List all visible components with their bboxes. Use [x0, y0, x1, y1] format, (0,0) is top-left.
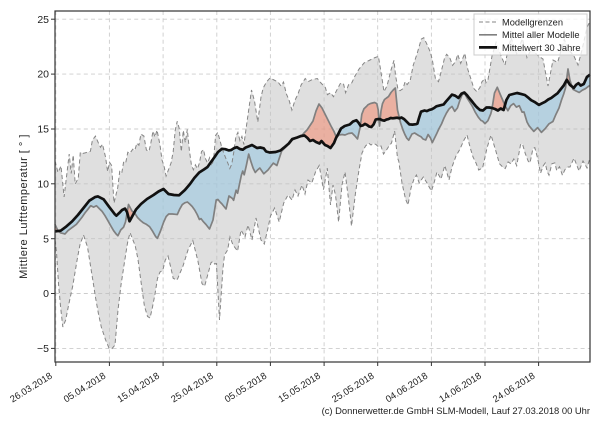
svg-text:Mittelwert 30 Jahre: Mittelwert 30 Jahre	[502, 43, 581, 53]
svg-text:0: 0	[43, 288, 49, 300]
svg-text:Mittel aller Modelle: Mittel aller Modelle	[502, 30, 580, 40]
svg-text:−5: −5	[37, 343, 49, 355]
svg-text:Mittlere Lufttemperatur [ ° ]: Mittlere Lufttemperatur [ ° ]	[18, 134, 30, 279]
svg-text:15: 15	[37, 124, 49, 136]
svg-text:Modellgrenzen: Modellgrenzen	[502, 17, 563, 27]
svg-text:(c) Donnerwetter.de GmbH SLM-M: (c) Donnerwetter.de GmbH SLM-Modell, Lau…	[322, 405, 590, 416]
svg-text:20: 20	[37, 69, 49, 81]
svg-text:25: 25	[37, 14, 49, 26]
svg-text:10: 10	[37, 178, 49, 190]
svg-text:5: 5	[43, 233, 49, 245]
